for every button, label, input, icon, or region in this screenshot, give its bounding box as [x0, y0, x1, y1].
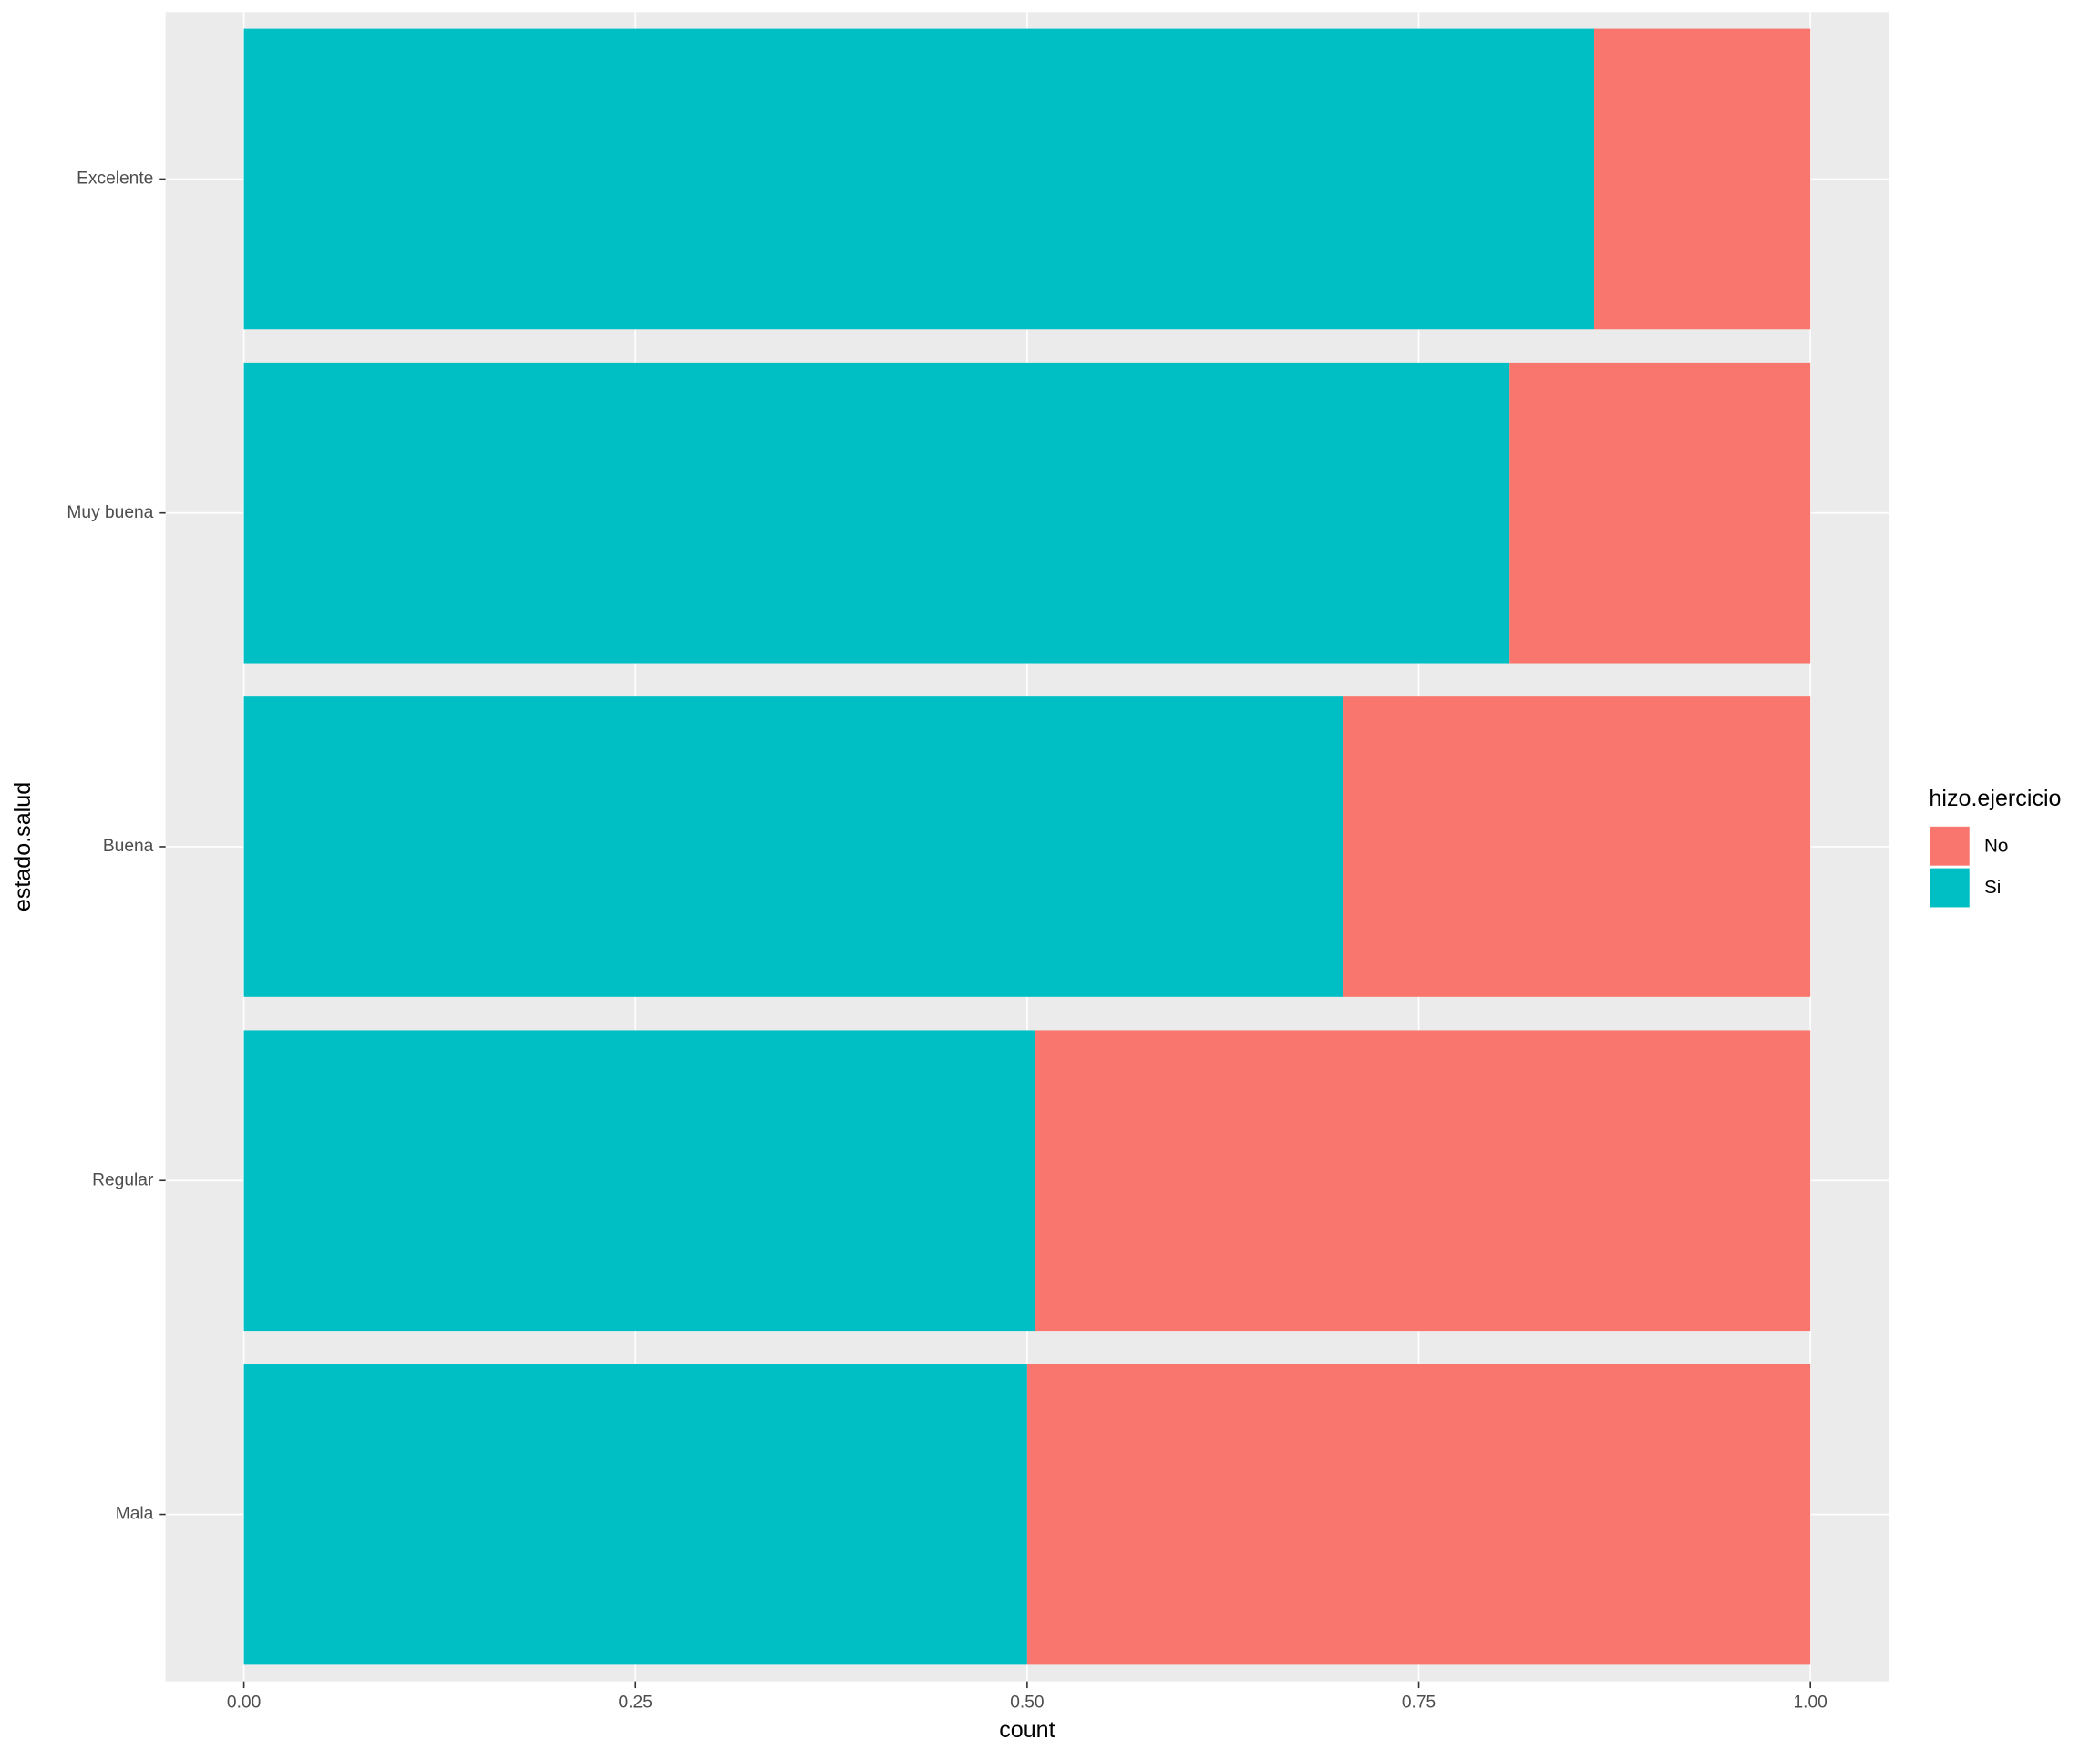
bar-segment	[243, 1030, 1035, 1332]
legend-label: Si	[1984, 877, 2001, 898]
x-tick-label: 0.50	[1010, 1693, 1044, 1712]
legend-title: hizo.ejercicio	[1929, 786, 2061, 811]
legend-key	[1930, 868, 1970, 908]
bar-segment	[243, 362, 1510, 664]
bar-segment	[243, 28, 1595, 330]
x-axis-title: count	[999, 1717, 1055, 1743]
x-tick-label: 0.00	[227, 1693, 261, 1712]
y-tick-label: Mala	[116, 1505, 154, 1524]
bar-segment	[1509, 362, 1811, 664]
bar-segment	[1594, 28, 1811, 330]
y-tick-label: Muy buena	[67, 503, 153, 522]
legend-key	[1930, 826, 1970, 866]
y-tick-label: Regular	[92, 1170, 154, 1189]
x-tick-label: 0.25	[619, 1693, 653, 1712]
legend-label: No	[1984, 835, 2008, 856]
x-tick-label: 0.75	[1402, 1693, 1436, 1712]
bar-segment	[1035, 1030, 1811, 1332]
y-tick-label: Buena	[103, 837, 154, 856]
bar-segment	[243, 696, 1344, 997]
bar-segment	[1026, 1364, 1811, 1665]
y-axis-title: estado.salud	[10, 782, 36, 911]
bar-segment	[1343, 696, 1811, 997]
bar-segment	[243, 1364, 1027, 1665]
y-tick-label: Excelente	[77, 170, 153, 189]
x-tick-label: 1.00	[1794, 1693, 1827, 1712]
